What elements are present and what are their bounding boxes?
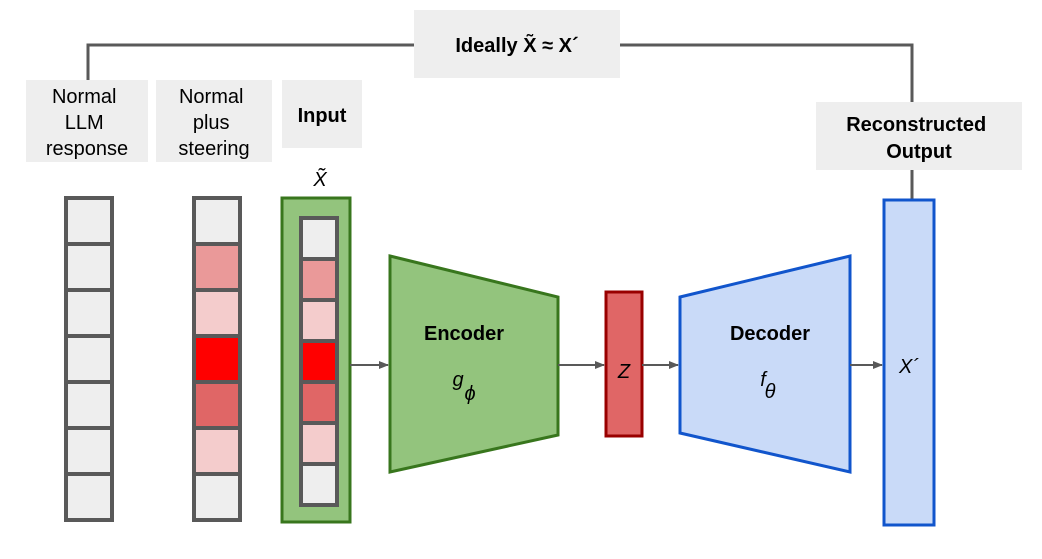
- normal-llm-cell: [64, 472, 114, 522]
- encoder-function-g: g: [452, 369, 463, 391]
- steering-vector: [192, 196, 242, 522]
- normal-llm-vector: [64, 196, 114, 522]
- steering-cell: [192, 380, 242, 430]
- input-cell: [299, 380, 339, 425]
- normal-llm-cell: [64, 426, 114, 476]
- input-cell: [299, 462, 339, 507]
- input-cell: [299, 339, 339, 384]
- input-cell: [299, 216, 339, 261]
- steering-cell: [192, 288, 242, 338]
- input-cell: [299, 421, 339, 466]
- normal-llm-cell: [64, 380, 114, 430]
- x-tilde-label: X̃: [312, 167, 327, 191]
- reconstructed-label: Reconstructed Output: [846, 114, 992, 163]
- decoder-block: [678, 254, 852, 474]
- steering-cell: [192, 196, 242, 246]
- normal-steering-label: Normal plus steering: [178, 86, 249, 160]
- output-vector: [882, 198, 936, 527]
- ideally-label-box: [414, 10, 620, 78]
- steering-cell: [192, 426, 242, 476]
- encoder-subscript-phi: ϕ: [464, 383, 475, 405]
- input-cell: [299, 257, 339, 302]
- normal-llm-label-box: [26, 80, 148, 162]
- latent-z-label: Z: [617, 361, 631, 383]
- steering-cell: [192, 242, 242, 292]
- encoder-block: [388, 254, 560, 474]
- steering-cell: [192, 472, 242, 522]
- ideally-label: Ideally X̃ ≈ X´: [455, 33, 578, 57]
- normal-llm-cell: [64, 288, 114, 338]
- reconstructed-label-box: [816, 102, 1022, 170]
- normal-llm-cell: [64, 334, 114, 384]
- steering-cell: [192, 334, 242, 384]
- normal-llm-cell: [64, 242, 114, 292]
- input-label-box: [282, 80, 362, 148]
- input-cell: [299, 298, 339, 343]
- normal-steering-label-box: [156, 80, 272, 162]
- encoder-label: Encoder: [424, 323, 504, 345]
- input-vector: [299, 216, 339, 507]
- normal-llm-label: Normal LLM response: [46, 86, 128, 160]
- output-x-prime-label: X´: [898, 356, 919, 378]
- decoder-subscript-theta: θ: [765, 381, 776, 403]
- decoder-function-f: f: [760, 369, 768, 391]
- decoder-label: Decoder: [730, 323, 810, 345]
- normal-llm-cell: [64, 196, 114, 246]
- input-label: Input: [298, 105, 347, 127]
